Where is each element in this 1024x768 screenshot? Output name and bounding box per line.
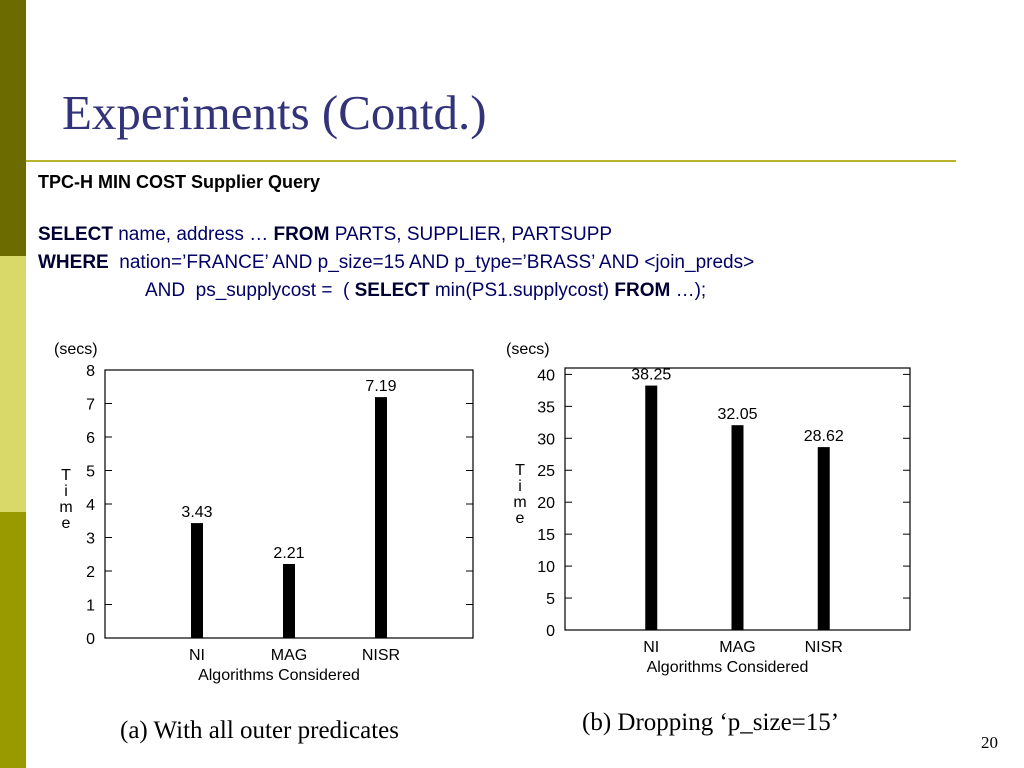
data-label: 7.19 (365, 378, 396, 395)
caption-a: (a) With all outer predicates (120, 717, 399, 744)
query-text: …); (670, 280, 707, 301)
data-label: 38.25 (631, 367, 671, 384)
bar (731, 425, 744, 630)
y-axis-label-letter: m (513, 494, 526, 511)
title-underline (26, 160, 956, 162)
y-tick-label: 0 (86, 631, 95, 648)
y-tick-label: 2 (86, 564, 95, 581)
sidebar-segment-dark (0, 0, 26, 256)
data-label: 28.62 (804, 428, 844, 445)
query-line-1: SELECT name, address … FROM PARTS, SUPPL… (38, 224, 612, 246)
bar (191, 523, 203, 638)
caption-b: (b) Dropping ‘p_size=15’ (582, 709, 840, 736)
keyword-from: FROM (273, 224, 330, 245)
bar (283, 563, 295, 638)
y-tick-label: 8 (86, 363, 95, 380)
keyword-from: FROM (614, 280, 671, 301)
query-text: PARTS, SUPPLIER, PARTSUPP (329, 224, 613, 245)
y-tick-label: 4 (86, 497, 95, 514)
y-axis-label-letter: i (518, 478, 522, 495)
y-tick-label: 35 (537, 399, 555, 416)
x-axis-label: Algorithms Considered (198, 667, 360, 684)
keyword-select: SELECT (38, 224, 113, 245)
query-line-3: AND ps_supplycost = ( SELECT min(PS1.sup… (145, 280, 706, 302)
y-tick-label: 40 (537, 367, 555, 384)
page-number: 20 (981, 733, 998, 752)
bar (375, 397, 387, 638)
query-heading: TPC-H MIN COST Supplier Query (38, 172, 321, 192)
y-tick-label: 30 (537, 431, 555, 448)
unit-label: (secs) (506, 341, 550, 358)
y-axis-label-letter: T (515, 462, 525, 479)
y-tick-label: 0 (546, 623, 555, 640)
y-axis-label-letter: T (61, 467, 71, 484)
y-tick-label: 20 (537, 495, 555, 512)
query-text: AND ps_supplycost = ( (145, 280, 355, 301)
query-text: nation=’FRANCE’ AND p_size=15 AND p_type… (108, 252, 755, 273)
slide-title: Experiments (Contd.) (62, 85, 487, 140)
y-tick-label: 6 (86, 430, 95, 447)
data-label: 3.43 (181, 504, 212, 521)
x-tick-label: NI (643, 639, 659, 656)
x-tick-label: NI (189, 647, 205, 664)
y-tick-label: 10 (537, 559, 555, 576)
y-axis-label-letter: e (62, 515, 71, 532)
y-tick-label: 3 (86, 531, 95, 548)
y-axis-label-letter: i (64, 483, 68, 500)
y-axis-label-letter: e (516, 510, 525, 527)
query-text: name, address … (112, 224, 274, 245)
query-text: min(PS1.supplycost) (429, 280, 615, 301)
sidebar-decoration (0, 0, 26, 768)
keyword-select: SELECT (354, 280, 430, 301)
x-tick-label: MAG (271, 647, 307, 664)
y-tick-label: 25 (537, 463, 555, 480)
sidebar-segment-mid (0, 512, 26, 768)
data-label: 32.05 (717, 406, 757, 423)
keyword-where: WHERE (38, 252, 109, 273)
bar (817, 447, 830, 630)
unit-label: (secs) (54, 341, 98, 358)
y-tick-label: 5 (86, 464, 95, 481)
sidebar-segment-light (0, 256, 26, 512)
x-axis-label: Algorithms Considered (647, 659, 809, 676)
x-tick-label: NISR (362, 647, 400, 664)
bar (645, 385, 658, 630)
y-axis-label-letter: m (59, 499, 72, 516)
query-line-2: WHERE nation=’FRANCE’ AND p_size=15 AND … (38, 252, 754, 274)
y-tick-label: 15 (537, 527, 555, 544)
y-tick-label: 5 (546, 591, 555, 608)
y-tick-label: 1 (86, 598, 95, 615)
data-label: 2.21 (273, 545, 304, 562)
x-tick-label: MAG (719, 639, 755, 656)
x-tick-label: NISR (805, 639, 843, 656)
y-tick-label: 7 (86, 397, 95, 414)
